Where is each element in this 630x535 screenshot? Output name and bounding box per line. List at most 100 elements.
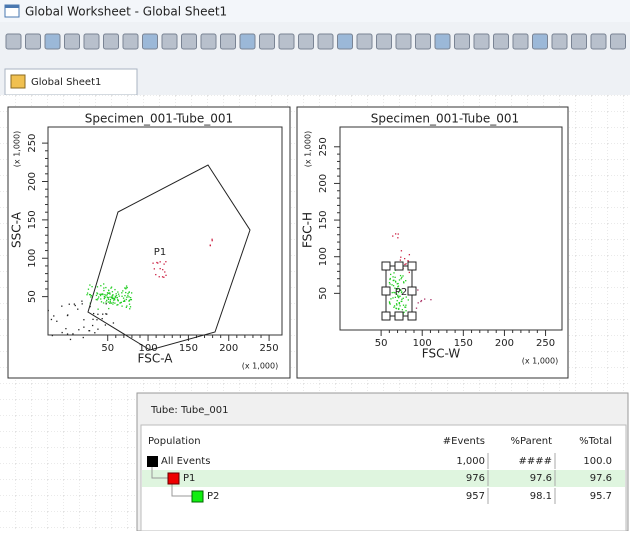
table-cell: #### [518,456,552,467]
event-dot [74,304,76,307]
event-dot [69,338,72,341]
table-cell: P2 [207,491,219,502]
tool-button[interactable] [434,33,451,50]
tube-label: Tube: Tube_001 [150,405,229,416]
gate-handle[interactable] [381,286,391,296]
gate-handle[interactable] [407,261,417,271]
event-dot [397,295,399,298]
event-dot [392,235,394,237]
event-dot [103,297,106,300]
event-dot [109,298,112,301]
title-bar [0,0,630,22]
event-dot [89,294,92,296]
event-dot [417,302,419,304]
tool-button[interactable] [337,33,353,50]
tool-button[interactable] [25,33,41,50]
plot-title: Specimen_001-Tube_001 [85,112,233,126]
event-dot [109,302,111,304]
tool-button[interactable] [5,33,22,50]
event-dot [115,296,117,299]
event-dot [107,292,109,295]
tool-button[interactable] [493,33,509,50]
tool-button[interactable] [395,33,412,50]
event-dot [405,310,407,312]
tool-button[interactable] [376,33,392,50]
tool-button[interactable] [259,33,275,50]
tab-icon [10,74,26,89]
pop-color [167,472,180,485]
tool-button[interactable] [512,33,529,50]
tool-button[interactable] [551,33,568,50]
tool-button[interactable] [278,33,295,50]
gate-handle[interactable] [381,311,391,321]
event-dot [88,293,91,296]
column-header: %Total [579,436,612,447]
event-dot [115,295,118,297]
tool-button[interactable] [44,33,61,50]
tool-button[interactable] [239,33,256,50]
tool-button[interactable] [122,33,139,50]
plot-area [339,126,563,331]
tool-button[interactable] [590,33,607,50]
event-dot [101,317,103,320]
tool-button[interactable] [103,33,119,50]
tool-button[interactable] [415,33,431,50]
event-dot [407,260,409,262]
y-tick-label: 100 [27,249,38,268]
event-dot [394,292,396,294]
gate-polygon[interactable] [87,164,251,351]
tool-button[interactable] [571,33,587,50]
event-dot [50,318,53,321]
event-dot [125,291,127,294]
y-tick-label: 200 [318,174,329,193]
pop-color [147,456,158,467]
event-dot [392,279,394,282]
event-dot [125,306,128,308]
tool-button[interactable] [83,33,100,50]
event-dot [86,292,89,294]
event-dot [68,303,70,305]
event-dot [111,295,113,297]
event-dot [125,298,127,301]
event-dot [125,287,127,289]
event-dot [121,292,123,294]
event-dot [112,303,114,305]
tool-button[interactable] [220,33,236,50]
event-dot [102,293,104,295]
tool-button[interactable] [142,33,158,50]
table-cell: 100.0 [583,456,612,467]
tool-button[interactable] [610,33,626,50]
gate-handle[interactable] [381,261,391,271]
event-dot [117,291,119,293]
event-dot [94,332,96,334]
event-dot [95,298,97,301]
x-multiplier: (x 1,000) [242,362,278,371]
gate-handle[interactable] [407,286,417,296]
y-axis-label: SSC-A [10,211,24,248]
event-dot [392,276,394,278]
gate-handle[interactable] [394,311,404,321]
event-dot [66,333,69,335]
tool-button[interactable] [356,33,373,50]
tool-button[interactable] [473,33,490,50]
event-dot [97,313,99,315]
event-dot [117,299,119,301]
x-tick-label: 250 [536,338,555,349]
event-dot [397,233,399,235]
event-dot [114,295,117,297]
tool-button[interactable] [161,33,178,50]
event-dot [105,301,107,303]
tool-button[interactable] [181,33,197,50]
tool-button[interactable] [200,33,217,50]
gate-handle[interactable] [407,311,417,321]
tool-button[interactable] [317,33,334,50]
x-tick-label: 150 [454,338,473,349]
gate-handle[interactable] [394,261,404,271]
event-dot [211,240,213,242]
tool-button[interactable] [454,33,470,50]
tool-button[interactable] [64,33,80,50]
tool-button[interactable] [532,33,548,50]
event-dot [107,301,109,303]
tool-button[interactable] [298,33,314,50]
event-dot [398,303,401,305]
